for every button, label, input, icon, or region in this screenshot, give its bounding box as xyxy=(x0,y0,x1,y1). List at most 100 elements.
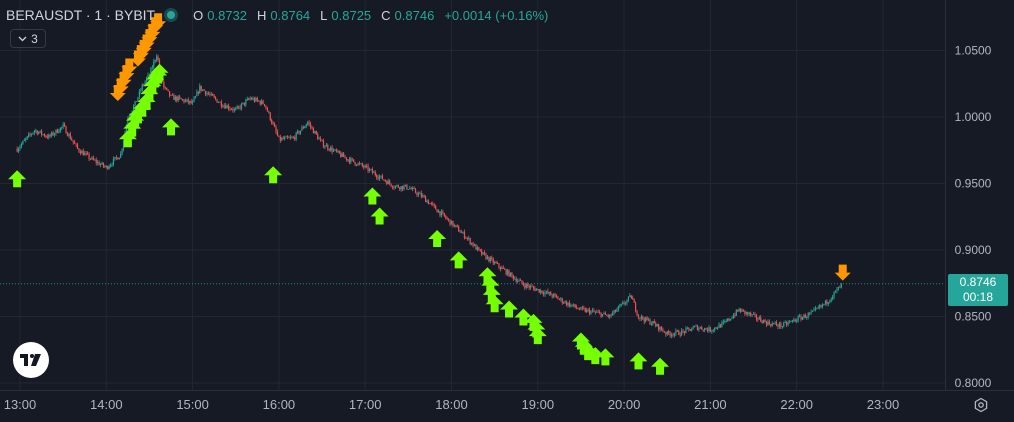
candle-body xyxy=(377,177,379,179)
candle-body xyxy=(194,96,197,99)
candle-body xyxy=(249,98,251,100)
candle-body xyxy=(731,318,733,319)
candle-body xyxy=(488,256,490,262)
candle-body xyxy=(23,140,25,142)
candle-body xyxy=(49,135,51,136)
candle-body xyxy=(183,99,185,102)
candle-body xyxy=(521,280,523,284)
candle-body xyxy=(145,78,148,82)
candle-body xyxy=(798,316,801,318)
candle-body xyxy=(719,324,722,328)
candle-body xyxy=(437,211,440,213)
low-label: L xyxy=(320,7,328,23)
candle-body xyxy=(732,315,735,319)
candle-body xyxy=(137,97,139,102)
buy-signal-arrow xyxy=(482,285,501,303)
candle-body xyxy=(656,324,658,327)
candle-body xyxy=(494,262,496,264)
candle-body xyxy=(450,220,453,225)
candle-body xyxy=(42,134,44,136)
symbol-title[interactable]: BERAUSDT · 1 · BYBIT xyxy=(6,7,156,23)
buy-signal-arrow xyxy=(363,187,382,205)
candle-body xyxy=(52,132,54,136)
candle-body xyxy=(741,309,743,312)
candle-body xyxy=(483,252,486,254)
candle-body xyxy=(242,102,244,104)
candle-body xyxy=(473,244,476,247)
candle-body xyxy=(89,158,92,160)
tradingview-logo-icon[interactable] xyxy=(13,342,49,378)
candle-body xyxy=(643,319,645,322)
candle-body xyxy=(366,165,368,167)
candle-body xyxy=(706,329,709,332)
candle-body xyxy=(735,309,737,316)
candle-body xyxy=(112,158,115,165)
candle-body xyxy=(127,118,129,125)
buy-signal-arrow xyxy=(449,251,468,269)
candle-body xyxy=(268,111,270,113)
candle-body xyxy=(177,96,179,101)
candle-body xyxy=(567,302,569,306)
candle-body xyxy=(659,326,661,330)
candle-body xyxy=(197,91,199,94)
candle-body xyxy=(414,188,417,193)
candle-body xyxy=(240,103,243,109)
candle-body xyxy=(594,311,596,313)
candle-body xyxy=(258,100,260,102)
candle-body xyxy=(122,140,125,149)
gear-icon[interactable] xyxy=(971,395,991,415)
candle-body xyxy=(668,331,670,334)
candle-body xyxy=(330,147,332,151)
candle-body xyxy=(222,106,224,108)
candle-body xyxy=(81,150,83,154)
candle-body xyxy=(393,187,395,189)
candle-body xyxy=(430,203,432,205)
candle-body xyxy=(528,285,530,288)
candle-body xyxy=(179,96,181,98)
candle-body xyxy=(360,163,362,165)
candle-body xyxy=(604,312,607,315)
candle-body xyxy=(471,242,473,244)
candle-body xyxy=(778,323,781,327)
candle-body xyxy=(95,159,97,163)
candle-body xyxy=(409,188,411,190)
candle-body xyxy=(512,275,514,279)
candle-body xyxy=(74,142,76,144)
candle-body xyxy=(637,315,640,318)
candle-body xyxy=(230,109,233,110)
candle-body xyxy=(596,311,598,313)
indicators-collapse-button[interactable]: 3 xyxy=(10,29,46,48)
last-price-label: 0.8746 00:18 xyxy=(948,274,1008,306)
candle-body xyxy=(380,175,382,177)
candle-body xyxy=(432,203,434,205)
candle-body xyxy=(689,329,691,331)
candle-body xyxy=(646,317,648,321)
buy-signal-arrow xyxy=(586,347,605,365)
candle-body xyxy=(104,166,106,168)
candle-body xyxy=(361,163,363,166)
candle-body xyxy=(817,307,819,309)
buy-signal-arrow xyxy=(133,99,152,117)
candle-body xyxy=(773,323,775,325)
candle-body xyxy=(105,166,107,167)
candle-body xyxy=(98,162,100,166)
candle-body xyxy=(777,325,779,327)
candle-body xyxy=(43,134,46,137)
candle-body xyxy=(25,138,27,141)
candle-body xyxy=(371,169,373,173)
candle-body xyxy=(387,180,389,185)
candle-body xyxy=(744,310,746,314)
buy-signal-arrow xyxy=(528,327,547,345)
candle-body xyxy=(256,98,258,101)
candle-body xyxy=(442,211,444,214)
candle-body xyxy=(439,211,441,216)
candle-body xyxy=(462,231,464,233)
buy-signal-arrow xyxy=(596,348,615,366)
candle-body xyxy=(683,331,686,333)
candle-body xyxy=(212,93,214,96)
candle-body xyxy=(449,219,451,225)
candle-body xyxy=(114,157,116,159)
candle-body xyxy=(381,175,384,180)
candle-body xyxy=(207,93,210,95)
